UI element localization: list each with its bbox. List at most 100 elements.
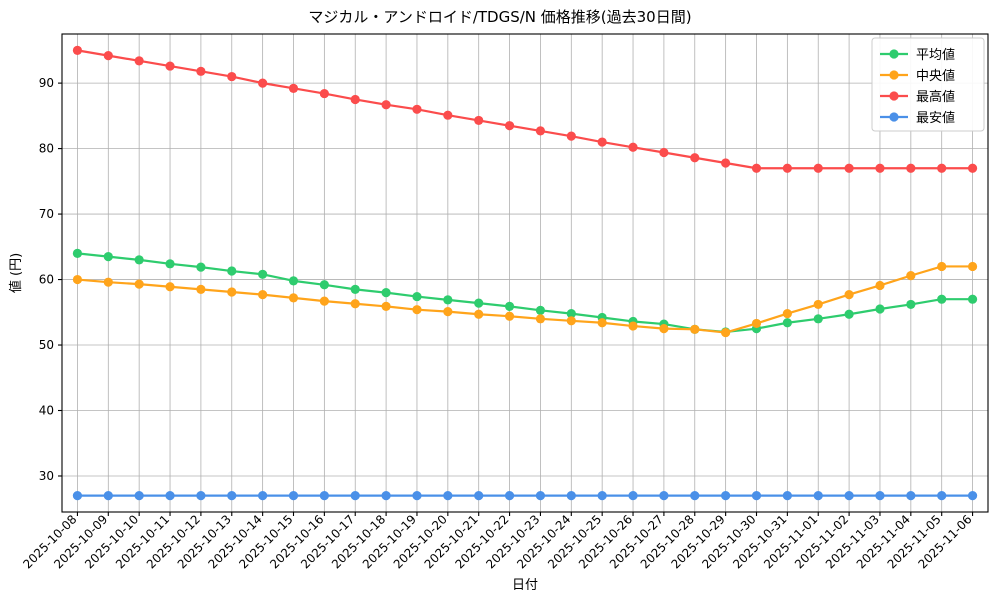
series-中央値 — [72, 261, 978, 338]
data-point-marker — [535, 314, 546, 324]
data-point-marker — [288, 83, 299, 93]
data-point-marker — [597, 137, 607, 147]
data-point-marker — [350, 299, 360, 309]
data-point-marker — [597, 318, 607, 328]
x-axis-tick-labels: 2025-10-082025-10-092025-10-102025-10-11… — [20, 512, 974, 571]
data-point-marker — [967, 261, 978, 272]
data-point-marker — [535, 126, 546, 136]
legend-item-平均値[interactable]: 平均値 — [880, 47, 955, 63]
data-point-marker — [566, 316, 576, 326]
data-point-marker — [937, 261, 947, 272]
data-point-marker — [659, 491, 669, 501]
data-point-marker — [227, 266, 237, 276]
legend-label: 最安値 — [916, 110, 955, 126]
data-point-marker — [103, 51, 113, 61]
legend-marker-icon — [889, 49, 899, 59]
axis-tickmarks — [58, 82, 974, 516]
data-point-marker — [967, 163, 978, 173]
data-point-marker — [504, 121, 515, 131]
data-point-marker — [875, 304, 885, 314]
y-tick-label: 30 — [39, 469, 54, 483]
data-point-marker — [659, 324, 669, 334]
data-point-marker — [875, 163, 885, 173]
data-point-marker — [566, 131, 576, 141]
legend-item-最高値[interactable]: 最高値 — [880, 89, 955, 105]
data-point-marker — [751, 318, 762, 329]
data-point-marker — [782, 318, 792, 328]
y-tick-label: 50 — [39, 338, 54, 352]
data-point-marker — [134, 491, 144, 501]
data-point-marker — [659, 147, 669, 158]
legend-label: 最高値 — [916, 89, 955, 105]
y-tick-label: 90 — [39, 76, 54, 90]
legend-marker-icon — [889, 91, 899, 101]
data-point-marker — [690, 153, 700, 163]
data-point-marker — [721, 158, 731, 168]
data-point-marker — [504, 491, 515, 501]
data-point-marker — [504, 311, 515, 321]
data-point-marker — [134, 255, 144, 265]
data-point-marker — [412, 104, 422, 114]
data-point-marker — [751, 163, 762, 173]
data-point-marker — [103, 277, 113, 287]
data-point-marker — [72, 45, 83, 55]
series-line — [76, 265, 974, 334]
data-point-marker — [381, 100, 391, 110]
data-point-marker — [597, 491, 607, 501]
series-最安値 — [72, 491, 978, 501]
data-point-marker — [875, 491, 885, 501]
data-point-marker — [165, 282, 175, 292]
data-point-marker — [258, 491, 268, 501]
y-tick-label: 40 — [39, 404, 54, 418]
data-point-marker — [813, 299, 823, 310]
data-point-marker — [227, 287, 237, 297]
data-point-marker — [813, 491, 823, 501]
legend-background — [871, 37, 985, 132]
data-point-marker — [72, 274, 83, 285]
series-line — [76, 49, 974, 170]
data-point-marker — [782, 491, 792, 501]
y-axis-title: 値 (円) — [8, 253, 24, 293]
data-point-marker — [258, 269, 268, 279]
data-point-marker — [72, 491, 83, 501]
data-point-marker — [690, 324, 700, 334]
legend-marker-icon — [889, 70, 899, 80]
data-point-marker — [782, 163, 792, 173]
data-point-marker — [288, 491, 299, 501]
y-tick-label: 80 — [39, 142, 54, 156]
data-point-marker — [474, 298, 484, 308]
data-point-marker — [535, 491, 546, 501]
data-point-marker — [628, 321, 638, 331]
data-point-marker — [227, 491, 237, 501]
axis-titles: 日付 値 (円) — [8, 253, 538, 593]
series-最高値 — [72, 45, 978, 173]
legend-label: 中央値 — [916, 68, 955, 84]
data-point-marker — [165, 491, 175, 501]
data-point-marker — [906, 491, 916, 501]
data-point-marker — [628, 491, 638, 501]
data-point-marker — [412, 491, 422, 501]
data-point-marker — [319, 296, 329, 306]
data-point-marker — [196, 262, 206, 272]
data-point-marker — [474, 115, 484, 126]
data-point-marker — [751, 491, 762, 501]
data-point-marker — [504, 301, 515, 311]
data-point-marker — [196, 491, 206, 501]
data-point-marker — [967, 294, 978, 304]
data-point-marker — [134, 279, 144, 289]
data-point-marker — [937, 294, 947, 304]
data-point-marker — [319, 88, 329, 99]
data-point-marker — [443, 110, 453, 120]
data-point-marker — [288, 276, 299, 286]
data-point-marker — [103, 491, 113, 501]
plot-border — [61, 33, 989, 513]
legend-item-最安値[interactable]: 最安値 — [880, 110, 955, 126]
legend-item-中央値[interactable]: 中央値 — [880, 68, 955, 84]
data-series-group — [72, 45, 978, 501]
data-point-marker — [443, 295, 453, 305]
data-point-marker — [288, 293, 299, 303]
data-point-marker — [412, 291, 422, 302]
